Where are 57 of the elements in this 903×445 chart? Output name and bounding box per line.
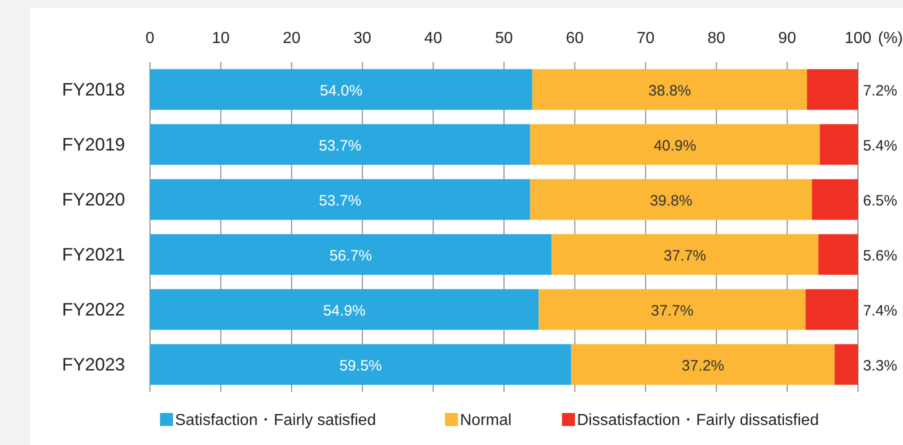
bar xyxy=(538,289,806,330)
x-tick-label: 100 xyxy=(844,30,872,47)
bar xyxy=(530,124,820,165)
x-tick-label: 40 xyxy=(424,30,442,47)
x-tick-label: 60 xyxy=(566,30,584,47)
data-label: 56.7% xyxy=(329,248,372,264)
y-tick-label: FY2023 xyxy=(62,354,125,374)
bar xyxy=(571,344,835,385)
data-label: 7.2% xyxy=(863,82,898,100)
x-tick-label: 70 xyxy=(636,30,655,47)
legend-label: Satisfaction・Fairly satisfied xyxy=(175,412,376,429)
x-tick-label: 80 xyxy=(708,30,726,47)
x-tick-label: 10 xyxy=(212,30,230,47)
data-label: 3.3% xyxy=(863,358,898,374)
x-tick-label: 20 xyxy=(282,30,301,47)
x-tick-label: 30 xyxy=(354,30,372,47)
data-label: 5.4% xyxy=(863,138,898,154)
data-label: 54.9% xyxy=(323,302,366,320)
x-tick-label: 90 xyxy=(778,30,796,47)
legend-label: Dissatisfaction・Fairly dissatisfied xyxy=(577,412,819,429)
bar xyxy=(150,179,530,220)
bar xyxy=(150,344,572,385)
bar xyxy=(150,234,552,275)
bar xyxy=(806,289,858,330)
y-tick-label: FY2021 xyxy=(62,244,125,264)
bar xyxy=(807,69,858,110)
x-tick-label: 50 xyxy=(495,30,513,47)
data-label: 6.5% xyxy=(863,192,898,210)
bar xyxy=(812,179,858,220)
x-tick-label: 0 xyxy=(146,30,155,47)
data-label: 39.8% xyxy=(650,192,692,210)
bar xyxy=(530,179,812,220)
y-tick-label: FY2020 xyxy=(62,190,125,210)
data-label: 54.0% xyxy=(320,82,362,100)
bar xyxy=(834,344,858,385)
data-label: 7.4% xyxy=(863,302,898,320)
data-label: 37.2% xyxy=(682,358,724,374)
bar xyxy=(532,69,808,110)
bar xyxy=(820,124,858,165)
data-label: 38.8% xyxy=(648,82,691,100)
legend-label: Normal xyxy=(460,412,512,429)
data-label: 37.7% xyxy=(664,248,706,264)
data-label: 53.7% xyxy=(318,192,362,210)
y-tick-label: FY2019 xyxy=(62,134,125,154)
data-label: 5.6% xyxy=(863,248,898,264)
bar xyxy=(818,234,858,275)
data-label: 40.9% xyxy=(654,138,696,154)
data-label: 37.7% xyxy=(650,302,694,320)
y-tick-label: FY2018 xyxy=(62,80,125,100)
bar xyxy=(551,234,818,275)
bar xyxy=(150,124,530,165)
y-tick-label: FY2022 xyxy=(62,300,125,320)
bar xyxy=(150,69,532,110)
data-label: 59.5% xyxy=(339,358,382,374)
x-axis-title: (%) xyxy=(878,30,903,47)
bar xyxy=(150,289,539,330)
data-label: 53.7% xyxy=(318,138,362,154)
